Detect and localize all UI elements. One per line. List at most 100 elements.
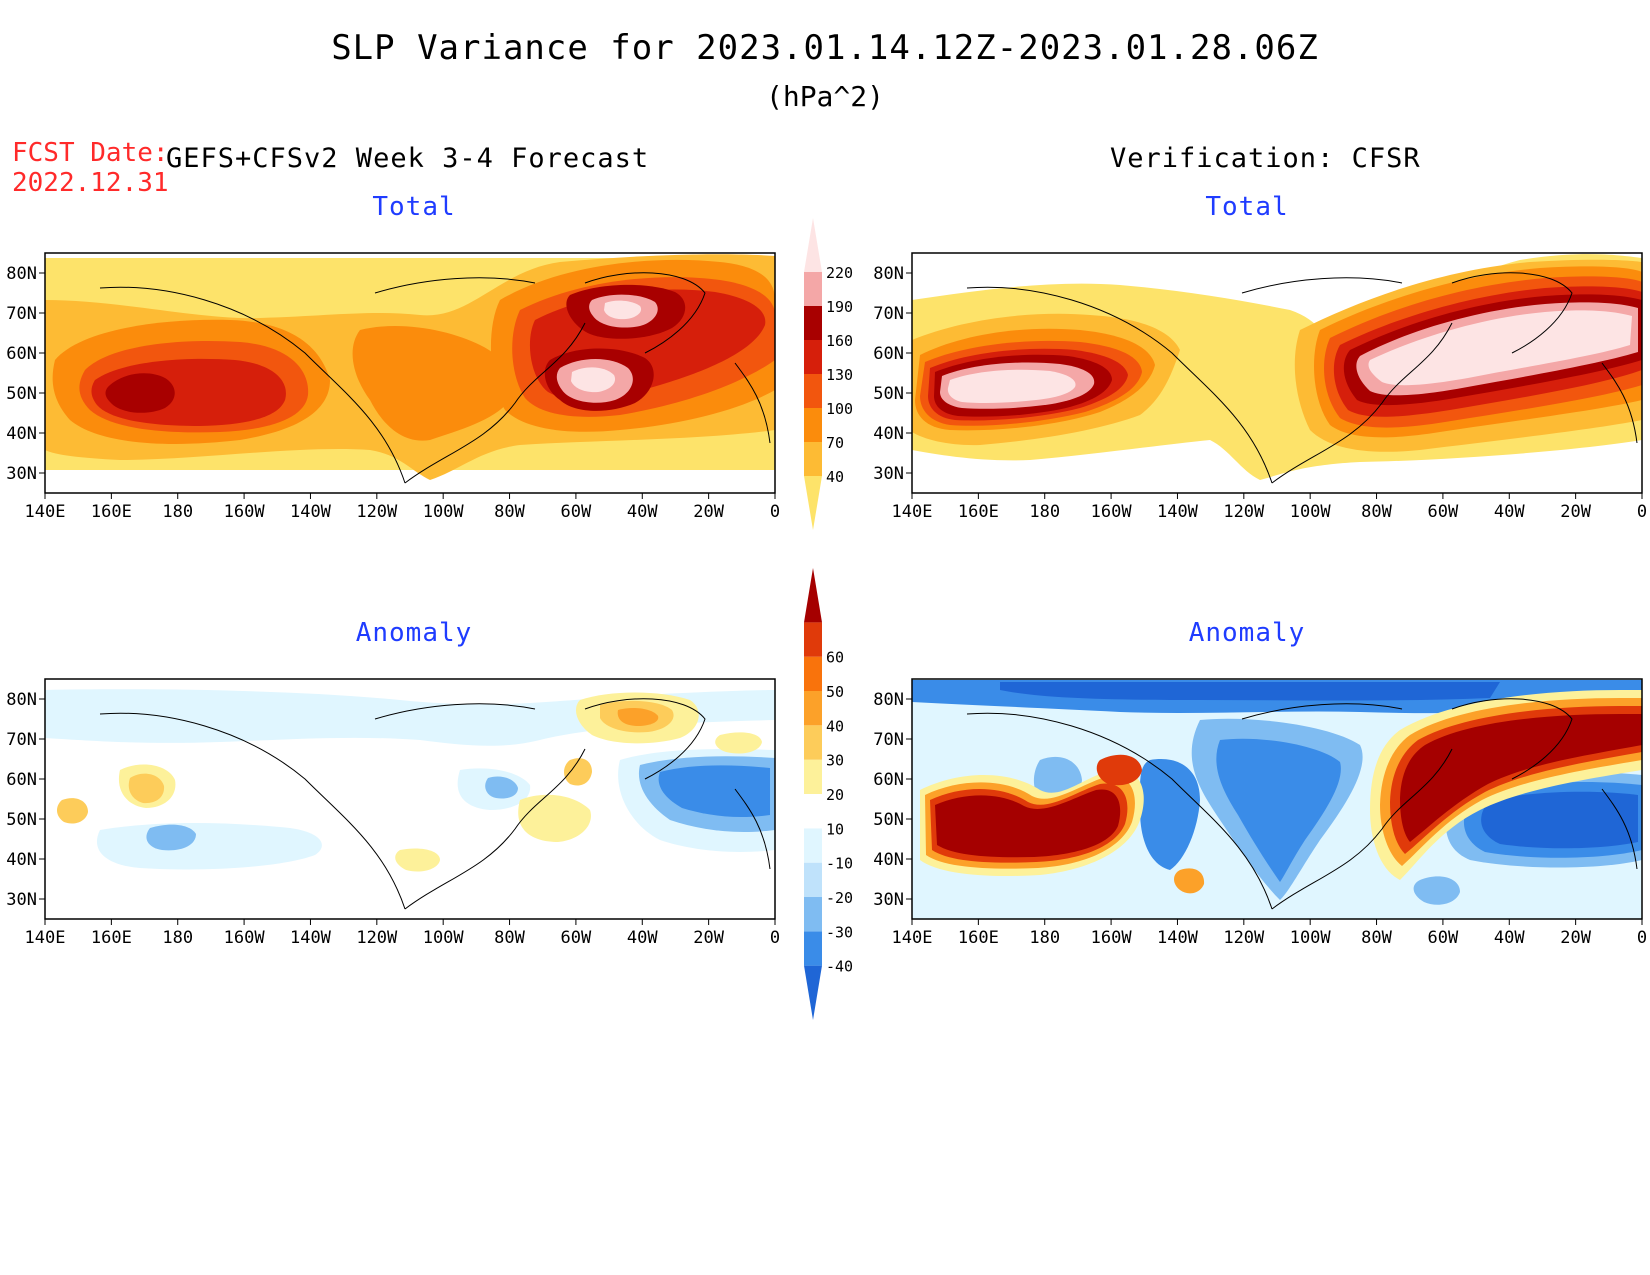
map-border [911,678,1643,920]
colorbar-label: 50 [826,683,844,701]
lon-tick-label: 160E [958,502,999,522]
colorbar-swatch [804,442,822,476]
coastline [966,698,1638,910]
lon-tick-label: 80W [494,928,525,948]
lon-tick-label: 80W [494,502,525,522]
lon-tick-label: 140W [1157,502,1199,522]
lon-tick-label: 160E [91,928,132,948]
fcst-date-label: FCST Date: [12,138,169,168]
lon-tick-label: 160E [91,502,132,522]
lon-tick-label: 120W [356,502,398,522]
lon-tick-label: 40W [1494,502,1525,522]
colorbar-label: 130 [826,366,853,384]
colorbar-swatch [804,759,822,794]
lon-tick-label: 140E [25,928,66,948]
colorbar-swatch [804,862,822,897]
lon-tick-label: 140W [290,502,332,522]
lat-tick-label: 50N [6,810,37,830]
colorbar-label: -30 [826,923,853,941]
coastline [99,698,771,910]
lat-tick-label: 30N [6,464,37,484]
colorbar-anomaly: -40 -30 -20 -10 10 20 30 40 50 60 [804,568,853,1020]
panel-title-verif-anomaly: Anomaly [1188,618,1306,648]
verif-total-map [912,253,1642,493]
lon-tick-label: 140W [1157,928,1199,948]
fcst-date-value: 2022.12.31 [12,168,169,198]
lat-tick-label: 30N [6,890,37,910]
map-border [44,252,776,494]
panel-title-fcst-total: Total [372,192,456,222]
colorbar-swatch [804,306,822,340]
lat-tick-label: 80N [873,690,904,710]
lon-tick-label: 160W [1091,502,1133,522]
lon-tick-label: 0 [1637,502,1647,522]
colorbar-label: -20 [826,889,853,907]
colorbar-label: 20 [826,786,844,804]
lon-tick-label: 80W [1361,928,1392,948]
lon-tick-label: 100W [1290,928,1332,948]
colorbar-swatch [804,897,822,932]
lon-tick-label: 120W [356,928,398,948]
lon-tick-label: 0 [770,502,780,522]
lon-tick-label: 140E [25,502,66,522]
lon-tick-label: 0 [1637,928,1647,948]
lon-tick-label: 160W [1091,928,1133,948]
colorbar-label: -40 [826,958,853,976]
lon-tick-label: 160E [958,928,999,948]
colorbar-swatch [804,340,822,374]
map-border [911,252,1643,494]
colorbar-swatch [804,408,822,442]
lon-tick-label: 20W [1560,502,1591,522]
lon-tick-label: 20W [693,928,724,948]
lon-tick-label: 160W [224,502,266,522]
colorbar-swatch [804,794,822,829]
colorbar-label: 70 [826,434,844,452]
lon-tick-label: 40W [1494,928,1525,948]
colorbar-swatch [804,476,822,530]
colorbar-label: 160 [826,332,853,350]
verif-anomaly-map [912,679,1642,919]
lon-tick-label: 180 [1029,928,1060,948]
colorbar-swatch [804,725,822,760]
panel-title-verif-total: Total [1205,192,1289,222]
lat-tick-label: 60N [6,344,37,364]
colorbar-label: 40 [826,468,844,486]
lat-tick-label: 70N [6,730,37,750]
colorbar-label: 220 [826,264,853,282]
lon-tick-label: 100W [423,928,465,948]
lon-tick-label: 40W [627,502,658,522]
lon-tick-label: 140E [892,928,933,948]
lat-tick-label: 60N [873,344,904,364]
colorbar-label: 40 [826,717,844,735]
lat-tick-label: 40N [873,424,904,444]
lon-tick-label: 60W [1428,502,1459,522]
map-frame-fcst-anomaly: 140E 160E 180 160W 140W 120W 100W 80W 60W 40W 20W 0… [6,678,780,948]
lat-tick-label: 50N [873,384,904,404]
lon-tick-label: 80W [1361,502,1392,522]
lon-tick-label: 40W [627,928,658,948]
lat-tick-label: 50N [873,810,904,830]
lat-tick-label: 40N [6,424,37,444]
colorbar-swatch [804,931,822,966]
lon-tick-label: 120W [1223,502,1265,522]
lon-tick-label: 0 [770,928,780,948]
map-frame-verif-anomaly: 140E 160E 180 160W 140W 120W 100W 80W 60W 40W 20W 0… [873,678,1647,948]
colorbar-label: 190 [826,298,853,316]
colorbar-label: 60 [826,649,844,667]
map-frame-fcst-total: 140E 160E 180 160W 140W 120W 100W 80W 60W 40W 20W 0… [6,252,780,522]
lat-tick-label: 40N [6,850,37,870]
panel-title-fcst-anomaly: Anomaly [355,618,473,648]
lon-tick-label: 140E [892,502,933,522]
lon-tick-label: 20W [693,502,724,522]
lat-tick-label: 80N [6,264,37,284]
forecast-heading: GEFS+CFSv2 Week 3-4 Forecast [166,143,650,174]
colorbar-total: 40 70 100 130 160 190 220 [804,218,853,530]
fcst-total-map [45,253,775,493]
map-border [44,678,776,920]
colorbar-label: 10 [826,820,844,838]
colorbar-swatch [804,828,822,863]
colorbar-swatch [804,272,822,306]
lat-tick-label: 30N [873,890,904,910]
lon-tick-label: 180 [162,502,193,522]
lat-tick-label: 70N [873,730,904,750]
